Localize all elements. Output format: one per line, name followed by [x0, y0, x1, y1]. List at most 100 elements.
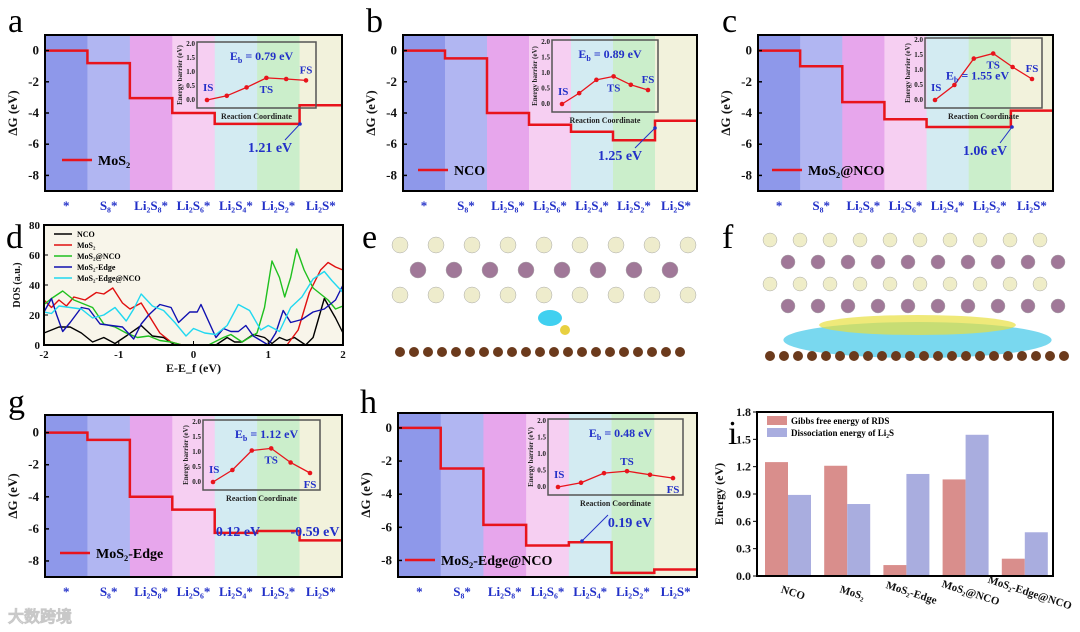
carbon-atom: [549, 347, 559, 357]
y-axis-label: DOS (a.u.): [12, 262, 23, 307]
bar-gibbs: [824, 465, 848, 576]
barrier-point: [303, 78, 309, 83]
state-band: [299, 415, 343, 577]
inset-y-tick: 2.0: [186, 40, 195, 48]
inset-x-label: Reaction Coordinate: [221, 112, 292, 121]
inset-frame: [551, 39, 659, 113]
category-label: Li₂S₂*: [261, 198, 295, 213]
y-axis-label: ΔG (eV): [718, 90, 733, 135]
mo-atom: [960, 298, 976, 314]
eb-label: Eb = 1.55 eV: [946, 69, 1010, 85]
y-tick-label: 0: [391, 43, 398, 58]
panel-b: b0-2-4-6-8ΔG (eV)* S₈* Li₂S₈* Li₂S₆* Li₂S₄* L…: [363, 3, 698, 213]
s-atom: [792, 232, 808, 248]
category-label: Li₂S₆*: [177, 584, 211, 599]
carbon-atom: [507, 347, 517, 357]
plot-background: [44, 225, 343, 345]
legend-label: NCO: [454, 164, 485, 179]
carbon-atom: [465, 347, 475, 357]
panel-letter: a: [8, 3, 23, 40]
y-tick-label: -2: [28, 457, 39, 472]
barrier-point: [210, 479, 216, 485]
annotation-label: 1.25 eV: [598, 149, 642, 164]
eb-equals: =: [601, 426, 614, 440]
y-tick-label: 0: [35, 340, 41, 352]
inset-frame: [196, 41, 317, 109]
bar-gibbs: [765, 462, 788, 576]
carbon-atom: [423, 347, 433, 357]
y-tick-label: -2: [28, 74, 39, 89]
category-label: Li₂S₄*: [219, 584, 253, 599]
y-tick-label: -4: [28, 105, 39, 120]
state-band: [445, 35, 488, 191]
mo-atom: [481, 261, 499, 279]
dos-series-line: [43, 284, 344, 346]
dos-series-line: [43, 248, 344, 346]
carbon-atom: [835, 351, 845, 361]
state-band: [571, 35, 614, 191]
category-label: Li₂S₄*: [931, 198, 965, 213]
category-label: Li₂S*: [661, 198, 691, 213]
panel-letter: h: [360, 384, 377, 421]
legend-label: NCO: [77, 230, 95, 239]
carbon-atom: [451, 347, 461, 357]
s-atom: [643, 236, 661, 254]
inset-y-tick: 1.0: [541, 69, 550, 77]
carbon-atom: [1045, 351, 1055, 361]
y-tick-label: -6: [28, 136, 39, 151]
mo-atom: [1050, 254, 1066, 270]
carbon-atom: [975, 351, 985, 361]
eb-subscript: b: [586, 54, 591, 63]
eb-equals: =: [591, 47, 604, 61]
carbon-atom: [591, 347, 601, 357]
x-tick-label: 1: [266, 349, 272, 361]
annotation-arrow: [634, 127, 656, 149]
panel-c: c0 -2 -4 -6 -8 ΔG (eV) * S₈* Li₂S₈* Li₂S₆* Li₂S₄* L…: [718, 3, 1054, 213]
annotation-arrow: [999, 126, 1013, 144]
y-tick-label: 60: [29, 250, 41, 262]
inset-y-tick: 0.0: [541, 100, 550, 108]
category-label: Li₂S₈*: [491, 198, 525, 213]
s-atom: [912, 276, 928, 292]
annotation-label: -0.59 eV: [291, 525, 340, 540]
category-label: S₈*: [812, 198, 830, 213]
legend-label: MoS₂-Edge: [96, 547, 163, 562]
carbon-atom: [905, 351, 915, 361]
s-atom: [792, 276, 808, 292]
legend-swatch: [767, 416, 787, 425]
y-tick-label: -2: [381, 453, 392, 468]
category-label: Li₂S₄*: [573, 584, 607, 599]
bar-gibbs: [883, 565, 907, 576]
carbon-atom: [479, 347, 489, 357]
barrier-point: [288, 460, 293, 465]
legend-label: MoS₂@NCO: [808, 164, 884, 179]
panel-letter: b: [366, 3, 383, 40]
barrier-point: [244, 85, 249, 90]
eb-value: 1.55 eV: [971, 69, 1009, 83]
category-label: Li₂S₈*: [488, 584, 522, 599]
state-band: [800, 35, 843, 191]
y-tick-label: 20: [29, 310, 41, 322]
s-atom: [972, 232, 988, 248]
inset-y-label: Energy barrier (eV): [182, 424, 190, 484]
s-atom: [535, 236, 553, 254]
carbon-atom: [633, 347, 643, 357]
category-label: Li₂S₂*: [973, 198, 1007, 213]
mo-atom: [990, 254, 1006, 270]
barrier-point: [645, 87, 651, 93]
inset-y-tick: 1.0: [914, 66, 923, 74]
free-energy-line: [403, 49, 697, 142]
state-band: [172, 415, 216, 577]
s-atom: [427, 286, 445, 304]
mo-atom: [810, 254, 826, 270]
carbon-atom: [807, 351, 817, 361]
inset-frame: [202, 419, 321, 491]
y-tick-label: 0.6: [736, 514, 751, 528]
mo-atom: [1050, 298, 1066, 314]
legend-label: Dissociation energy of Li₂S: [791, 428, 894, 438]
category-label: Li₂S₂*: [616, 584, 650, 599]
panel-letter: i: [728, 415, 737, 452]
category-label: Li₂S₆*: [889, 198, 923, 213]
